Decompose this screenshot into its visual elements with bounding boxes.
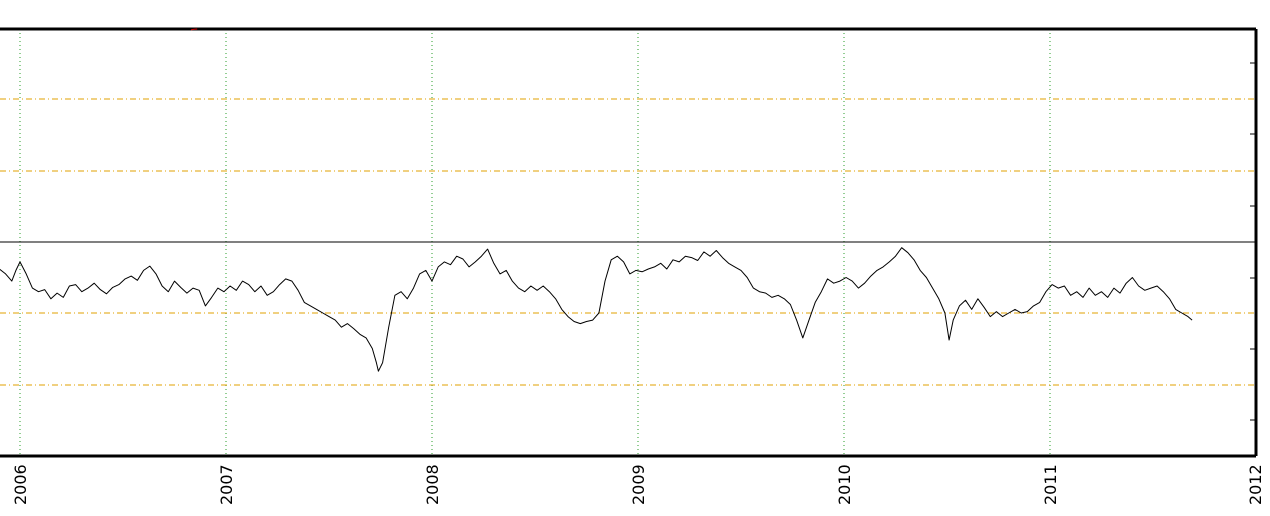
x-tick-labels: 2006 2007 2008 2009 2010 2011 2012 bbox=[11, 464, 1265, 505]
x-tick-label-2008: 2008 bbox=[423, 464, 442, 505]
x-tick-label-2012: 2012 bbox=[1246, 464, 1265, 505]
grid-layer bbox=[0, 29, 1256, 456]
lower-series-0 bbox=[0, 247, 1193, 372]
upper-series-0 bbox=[190, 28, 198, 31]
x-tick-label-2007: 2007 bbox=[217, 464, 236, 505]
x-tick-label-2009: 2009 bbox=[629, 464, 648, 505]
x-tick-label-2010: 2010 bbox=[835, 464, 854, 505]
series-layer bbox=[0, 28, 1193, 372]
plot-frame bbox=[0, 27, 1258, 458]
y-ticks bbox=[1250, 62, 1256, 421]
x-tick-label-2006: 2006 bbox=[11, 464, 30, 505]
x-tick-label-2011: 2011 bbox=[1041, 464, 1060, 505]
